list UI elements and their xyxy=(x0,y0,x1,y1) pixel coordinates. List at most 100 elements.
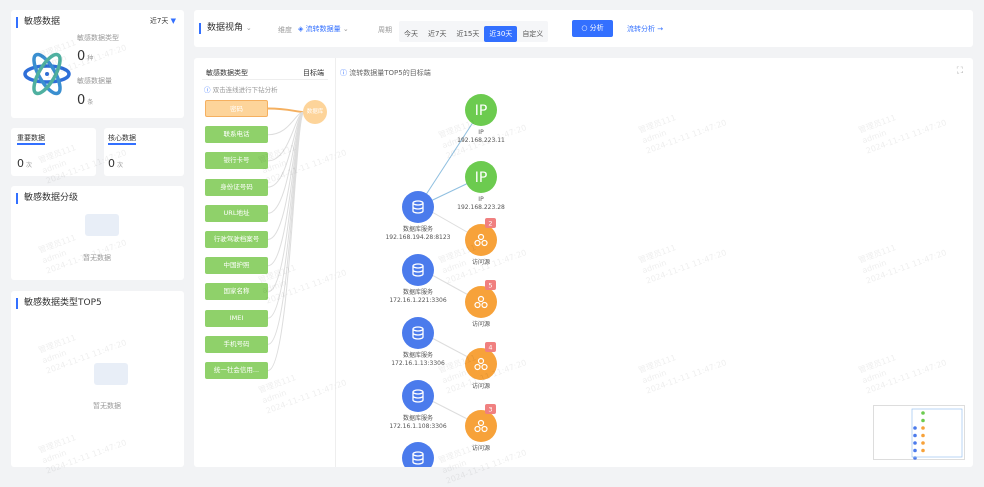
dimension-select[interactable]: ◈ 流转数据量 ⌄ xyxy=(298,24,349,34)
empty-text: 暂无数据 xyxy=(93,402,121,410)
svg-text:2: 2 xyxy=(488,220,492,228)
minimap[interactable] xyxy=(873,405,965,460)
mini-node xyxy=(921,426,925,430)
svg-text:192.168.223.11: 192.168.223.11 xyxy=(457,137,505,144)
important-unit: 次 xyxy=(26,162,33,169)
users-icon xyxy=(474,295,488,309)
type-node[interactable]: 国家名称 xyxy=(205,283,268,301)
count-badge xyxy=(485,342,496,352)
mini-node xyxy=(921,418,925,423)
type-node[interactable]: 统一社会信用... xyxy=(205,362,268,379)
svg-text:172.16.1.13:3306: 172.16.1.13:3306 xyxy=(391,360,445,367)
svg-text:数据库服务: 数据库服务 xyxy=(403,351,433,359)
svg-text:3: 3 xyxy=(488,406,492,414)
type-node[interactable]: 中国护照 xyxy=(205,257,268,275)
mini-node xyxy=(921,448,925,453)
core-label: 核心数据 xyxy=(108,133,136,145)
time-option[interactable]: 近7天 xyxy=(428,30,447,38)
time-option[interactable]: 近30天 xyxy=(484,26,518,42)
chevron-down-icon: ⌄ xyxy=(342,25,349,33)
column-header-target: 目标端 xyxy=(303,69,324,77)
count-badge xyxy=(485,404,496,414)
empty-box-icon xyxy=(94,363,128,385)
time-option[interactable]: 近15天 xyxy=(456,30,480,38)
time-option[interactable]: 自定义 xyxy=(522,30,544,38)
graph-title: 流转数据量TOP5的目标端 xyxy=(349,69,431,77)
edge xyxy=(417,109,482,208)
period-value: 近7天 xyxy=(149,17,169,25)
mini-node xyxy=(913,441,917,445)
time-label: 周期 xyxy=(378,26,392,34)
mini-node xyxy=(913,433,917,438)
view-select[interactable]: 数据视角 ⌄ xyxy=(199,23,252,34)
svg-text:数据库服务: 数据库服务 xyxy=(403,225,433,233)
search-icon: ○ xyxy=(581,24,588,32)
column-header-type: 敏感数据类型 xyxy=(206,69,248,77)
svg-text:数据库服务: 数据库服务 xyxy=(403,414,433,422)
count-value: 0 xyxy=(77,93,86,108)
svg-text:172.16.1.108:3306: 172.16.1.108:3306 xyxy=(389,423,447,430)
analyze-button[interactable]: ○ 分析 xyxy=(572,20,613,37)
database-icon xyxy=(412,451,424,465)
svg-text:IP: IP xyxy=(475,170,488,186)
svg-text:访问源: 访问源 xyxy=(472,258,490,266)
empty-box-icon xyxy=(85,214,119,236)
analyze-label: 分析 xyxy=(589,24,604,32)
type-node[interactable]: 密码 xyxy=(205,100,268,117)
type-node[interactable]: 身份证号码 xyxy=(205,178,268,196)
flow-analysis-link[interactable]: 流转分析 → xyxy=(627,25,664,33)
card-title: 敏感数据类型TOP5 xyxy=(16,298,102,309)
svg-text:IP: IP xyxy=(475,103,488,119)
db-node xyxy=(402,442,434,467)
database-icon xyxy=(412,200,424,214)
source-node: 5 访问源 xyxy=(465,280,497,328)
users-icon xyxy=(474,357,488,371)
users-icon xyxy=(474,419,488,433)
type-link xyxy=(267,107,305,113)
grading-card: 敏感数据分级 暂无数据 xyxy=(11,186,184,280)
card-title: 敏感数据 xyxy=(16,17,60,28)
svg-text:4: 4 xyxy=(488,344,492,352)
type-node[interactable]: 手机号码 xyxy=(205,335,268,353)
count-label: 敏感数据量 xyxy=(77,77,112,85)
type-label: 敏感数据类型 xyxy=(77,34,119,42)
atom-icon xyxy=(23,52,71,96)
svg-text:IP: IP xyxy=(478,129,484,136)
target-node-database[interactable]: 数据库 xyxy=(303,100,327,124)
target-graph[interactable]: IPIP192.168.223.11IPIP192.168.223.28数据库服… xyxy=(336,80,866,467)
count-unit: 条 xyxy=(87,99,94,106)
type-node[interactable]: URL地址 xyxy=(205,204,268,222)
svg-text:访问源: 访问源 xyxy=(472,320,490,328)
type-unit: 种 xyxy=(87,55,94,62)
important-label: 重要数据 xyxy=(17,133,45,145)
type-node[interactable]: 联系电话 xyxy=(205,126,268,144)
core-unit: 次 xyxy=(117,162,124,169)
type-link xyxy=(267,111,305,371)
important-value: 0 xyxy=(17,157,24,170)
svg-text:192.168.194.28:8123: 192.168.194.28:8123 xyxy=(385,234,450,241)
count-badge xyxy=(485,280,496,290)
source-node: 2 访问源 xyxy=(465,218,497,266)
dimension-label: 维度 xyxy=(278,26,292,34)
fullscreen-icon[interactable]: ⛶ xyxy=(956,66,963,76)
type-node[interactable]: 行驶驾驶档案号 xyxy=(205,231,268,248)
top5-card: 敏感数据类型TOP5 暂无数据 xyxy=(11,291,184,467)
type-node[interactable]: IMEI xyxy=(205,309,268,327)
time-option[interactable]: 今天 xyxy=(404,30,418,38)
info-icon: ⓘ xyxy=(204,86,211,94)
svg-text:数据库服务: 数据库服务 xyxy=(403,288,433,296)
period-select[interactable]: 近7天 ▼ xyxy=(150,16,176,26)
svg-text:IP: IP xyxy=(478,196,484,203)
chevron-down-icon: ⌄ xyxy=(245,24,252,32)
database-icon xyxy=(412,389,424,403)
caret-down-icon: ▼ xyxy=(170,17,176,25)
type-node[interactable]: 银行卡号 xyxy=(205,152,268,170)
